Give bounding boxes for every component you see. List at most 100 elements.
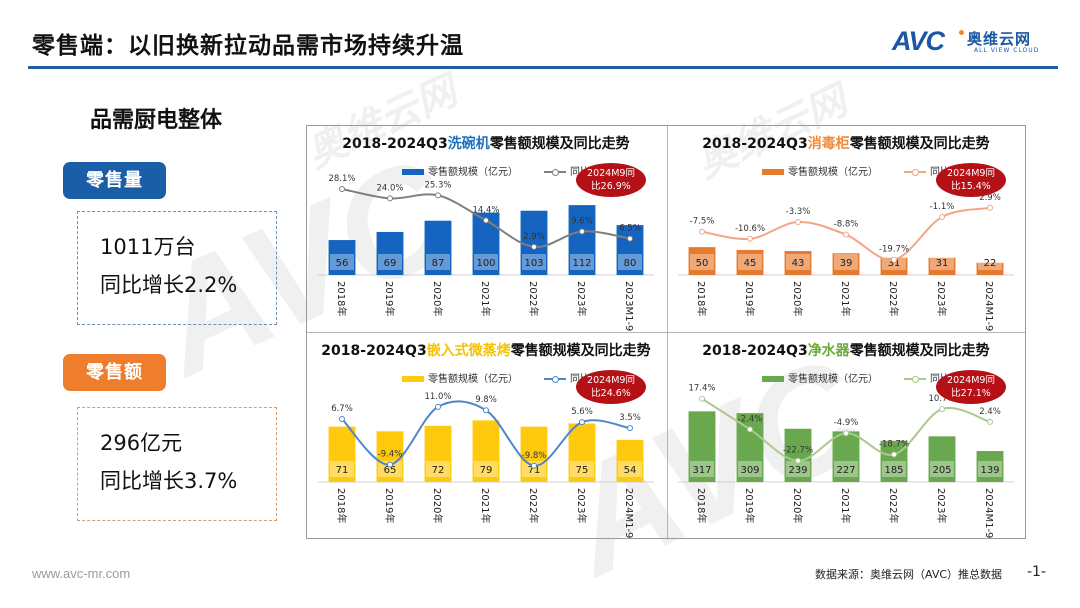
- yoy-label: 6.5%: [619, 224, 641, 234]
- bar-label-bg: [378, 461, 402, 477]
- bar-label-bg: [786, 254, 810, 270]
- bar-value-label: 31: [936, 258, 949, 269]
- x-tick-label: 2018年: [335, 488, 348, 523]
- x-tick-label: 2020年: [791, 281, 804, 316]
- x-tick-label: 2020年: [431, 488, 444, 523]
- x-tick-label: 2021年: [839, 281, 852, 316]
- yoy-callout-bubble: 2024M9同 比24.6%: [576, 370, 646, 404]
- bar-value-label: 71: [336, 465, 349, 476]
- x-tick-label: 2023年: [935, 488, 948, 523]
- bar-value-label: 45: [744, 258, 757, 269]
- chart-title-prefix: 2018-2024Q3: [342, 136, 448, 152]
- bar: [928, 257, 956, 275]
- x-tick-label: 2018年: [695, 281, 708, 316]
- x-tick-label: 2018年: [695, 488, 708, 523]
- chart-title-product: 嵌入式微蒸烤: [426, 343, 511, 359]
- bar-label-bg: [330, 461, 354, 477]
- legend-line-swatch: [904, 169, 926, 176]
- bar-value-label: 72: [432, 465, 445, 476]
- yoy-label: 28.1%: [328, 174, 355, 184]
- bar: [928, 436, 956, 482]
- x-tick-label: 2023年: [575, 281, 588, 316]
- yoy-label: 2.9%: [523, 232, 545, 242]
- bar: [976, 262, 1004, 275]
- bar-value-label: 71: [528, 465, 541, 476]
- yoy-point: [483, 217, 489, 224]
- bar: [328, 240, 356, 275]
- bar-label-bg: [930, 254, 954, 270]
- x-tick-label: 2022年: [887, 281, 900, 316]
- bar-label-bg: [930, 461, 954, 477]
- yoy-point: [339, 416, 345, 423]
- yoy-label: -9.8%: [522, 451, 547, 461]
- bar: [736, 249, 764, 275]
- bar: [568, 205, 596, 275]
- chart-divider-horizontal: [307, 332, 1025, 333]
- chart-disinfection-cabinet: 2018-2024Q3消毒柜零售额规模及同比走势零售额规模（亿元）同比50201…: [666, 125, 1026, 332]
- yoy-label: -22.7%: [783, 446, 813, 456]
- yoy-label: -18.7%: [879, 440, 909, 450]
- x-tick-label: 2024M1-9: [983, 488, 994, 538]
- retail-revenue-badge: 零售额: [63, 354, 166, 391]
- x-tick-label: 2022年: [527, 488, 540, 523]
- bar-label-bg: [882, 461, 906, 477]
- chart-title-prefix: 2018-2024Q3: [702, 343, 808, 359]
- yoy-point: [435, 403, 441, 410]
- chart-title-product: 洗碗机: [447, 136, 490, 152]
- x-tick-label: 2023M1-9: [623, 281, 634, 331]
- yoy-label: -9.4%: [378, 450, 403, 460]
- bar-label-bg: [690, 461, 714, 477]
- yoy-label: -1.1%: [930, 202, 955, 212]
- chart-title: 2018-2024Q3净水器零售额规模及同比走势: [666, 340, 1026, 360]
- bar: [688, 411, 716, 482]
- chart-svg: 71 2018年 65 2019年 72 2020年 79 2021年 71 2022年 75 202…: [318, 392, 654, 538]
- callout-line: 2024M9同: [587, 375, 635, 386]
- title-divider: [28, 66, 1058, 69]
- yoy-label: 11.0%: [424, 392, 451, 402]
- retail-volume-box: 1011万台 同比增长2.2%: [77, 211, 277, 325]
- x-tick-label: 2022年: [887, 488, 900, 523]
- bar: [880, 257, 908, 275]
- bar-label-bg: [786, 461, 810, 477]
- bar: [784, 251, 812, 275]
- bar: [424, 220, 452, 275]
- bar-value-label: 50: [696, 258, 709, 269]
- yoy-point: [627, 235, 633, 242]
- logo-chinese-name: 奥维云网: [967, 30, 1032, 48]
- x-tick-label: 2024M1-9: [623, 488, 634, 538]
- yoy-point: [387, 461, 393, 468]
- bar-label-bg: [522, 254, 546, 270]
- bar-value-label: 103: [524, 258, 543, 269]
- callout-line: 2024M9同: [947, 375, 995, 386]
- logo-english-name: ALL VIEW CLOUD: [974, 47, 1040, 54]
- yoy-point: [435, 192, 441, 199]
- callout-line: 比26.9%: [591, 181, 631, 192]
- yoy-label: -8.8%: [834, 220, 859, 230]
- bar-label-bg: [834, 254, 858, 270]
- yoy-label: 9.6%: [571, 216, 593, 226]
- yoy-point: [579, 228, 585, 235]
- yoy-label: 9.8%: [475, 395, 497, 405]
- legend-bar-swatch: [402, 169, 424, 175]
- x-tick-label: 2023年: [575, 488, 588, 523]
- yoy-point: [843, 430, 849, 437]
- chart-svg: 50 2018年 45 2019年 43 2020年 39 2021年 31 2022年 31 202…: [678, 193, 1014, 331]
- yoy-label: 3.5%: [619, 413, 641, 423]
- chart-title: 2018-2024Q3嵌入式微蒸烤零售额规模及同比走势: [306, 340, 666, 360]
- bar: [376, 231, 404, 275]
- chart-water-purifier: 2018-2024Q3净水器零售额规模及同比走势零售额规模（亿元）同比31720…: [666, 332, 1026, 539]
- chart-title: 2018-2024Q3消毒柜零售额规模及同比走势: [666, 133, 1026, 153]
- avc-logo: AVC 奥维云网 ALL VIEW CLOUD: [892, 26, 1062, 56]
- bar: [880, 440, 908, 482]
- yoy-label: 2.4%: [979, 407, 1001, 417]
- bar-value-label: 139: [980, 465, 999, 476]
- chart-title-suffix: 零售额规模及同比走势: [489, 136, 630, 152]
- yoy-point: [339, 185, 345, 192]
- bar: [472, 420, 500, 482]
- chart-title-prefix: 2018-2024Q3: [321, 343, 427, 359]
- x-tick-label: 2023年: [935, 281, 948, 316]
- bar-label-bg: [618, 461, 642, 477]
- callout-line: 比15.4%: [951, 181, 991, 192]
- yoy-label: 25.3%: [424, 180, 451, 190]
- bar-value-label: 39: [840, 258, 853, 269]
